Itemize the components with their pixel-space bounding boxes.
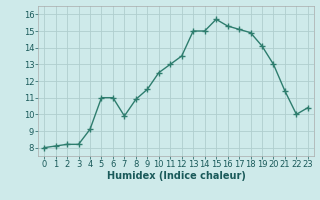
X-axis label: Humidex (Indice chaleur): Humidex (Indice chaleur) bbox=[107, 171, 245, 181]
